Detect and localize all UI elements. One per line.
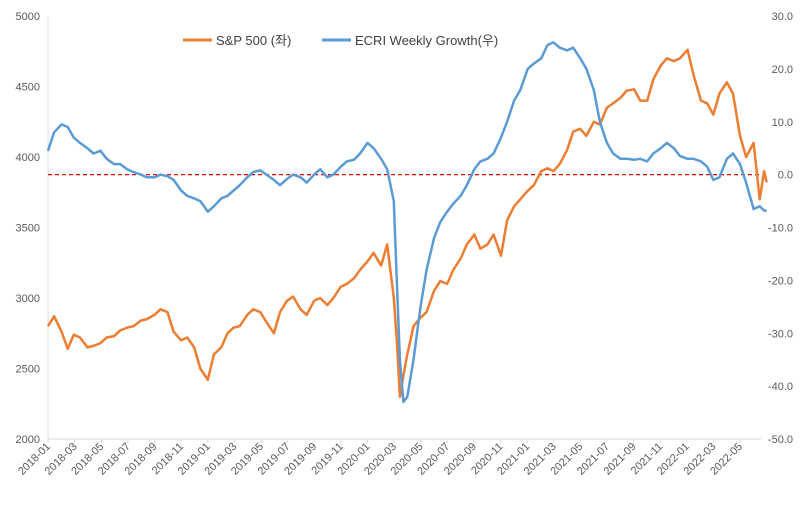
legend-label-sp500: S&P 500 (좌) [216,33,291,48]
y-right-tick-label: -10.0 [768,223,793,235]
series-line-ecri [46,41,767,404]
y-left-tick-label: 2000 [16,434,40,446]
legend-item-ecri: ECRI Weekly Growth(우) [322,33,498,48]
y-right-tick-label: 0.0 [778,170,793,182]
legend: S&P 500 (좌) ECRI Weekly Growth(우) [183,33,498,48]
y-right-tick-label: 10.0 [772,117,793,129]
y-right-tick-label: -20.0 [768,275,793,287]
y-left-tick-label: 3000 [16,293,40,305]
y-left-tick-label: 3500 [16,223,40,235]
y-right-tick-label: -40.0 [768,381,793,393]
y-right-tick-label: 30.0 [772,11,793,23]
y-right-tick-label: 20.0 [772,64,793,76]
legend-item-sp500: S&P 500 (좌) [183,33,291,48]
y-left-tick-label: 4500 [16,82,40,94]
y-left-tick-label: 5000 [16,11,40,23]
series-layer [46,41,768,404]
y-right-tick-label: -30.0 [768,328,793,340]
y-left-tick-label: 2500 [16,364,40,376]
legend-label-ecri: ECRI Weekly Growth(우) [355,33,498,48]
y-left-tick-label: 4000 [16,152,40,164]
series-line-sp500 [46,48,768,398]
axes-labels-layer: 2000 2500 3000 3500 4000 4500 5000 -50.0 -40.0 -3… [16,11,793,478]
y-right-tick-label: -50.0 [768,434,793,446]
plot-area [47,16,761,440]
